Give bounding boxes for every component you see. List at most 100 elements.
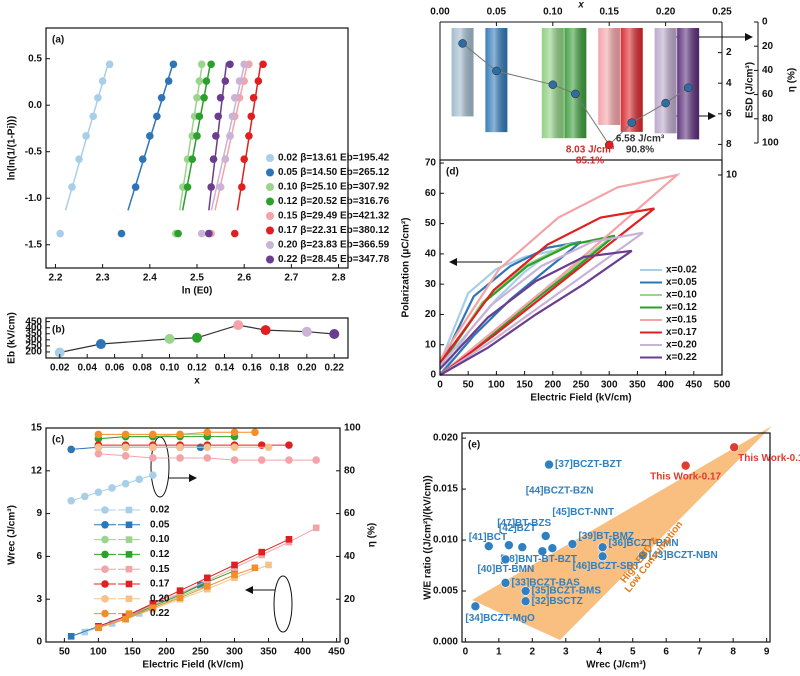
x-tick-label: 250: [573, 380, 590, 391]
point-label: [33]BCZT-BAS: [512, 578, 581, 589]
series-line: [439, 231, 644, 376]
annotation: 85.1%: [576, 156, 604, 167]
point-label: [47]BT-BZS: [497, 518, 551, 529]
esd-line: [462, 43, 689, 146]
point: [146, 132, 154, 140]
point: [231, 571, 238, 579]
point: [197, 60, 206, 69]
x-axis-label: x: [577, 0, 584, 11]
y-axis-label: Polarization (μC/cm²): [401, 217, 412, 317]
x-tick-label: 300: [601, 380, 618, 391]
legend-label: 0.17 β=22.31 Eb=380.12: [278, 225, 390, 236]
x-tick-label: 400: [657, 380, 674, 391]
x-tick-label: 0.22: [325, 363, 345, 374]
point: [221, 77, 230, 85]
panel-label: (e): [468, 440, 480, 451]
point: [56, 229, 64, 238]
legend-marker: [101, 550, 109, 559]
point: [138, 155, 147, 163]
point: [259, 60, 267, 69]
y-axis-label: W/E ratio ((J/cm²)/(kV/cm)): [423, 475, 434, 599]
x-tick-label: 450: [328, 647, 345, 658]
point: [680, 460, 691, 471]
point: [183, 183, 192, 191]
point: [329, 329, 340, 340]
x-tick-label: 0.25: [712, 7, 732, 18]
legend-label: 0.12: [150, 549, 170, 560]
y2-axis-label: η (%): [787, 68, 798, 92]
point: [202, 77, 211, 85]
x-tick-label: 100: [90, 647, 107, 658]
legend-marker: [125, 580, 133, 588]
point: [82, 132, 90, 140]
point-label: [41]BCT: [469, 532, 507, 543]
x-tick-label: 50: [59, 647, 71, 658]
legend-marker: [125, 506, 133, 514]
x-tick-label: 0.15: [599, 7, 619, 18]
legend-label: 0.22 β=28.45 Eb=347.78: [278, 254, 390, 265]
y-axis-label: ln(ln(1/(1-Pi))): [7, 116, 18, 180]
y2-tick-label: 20: [344, 594, 356, 605]
x-tick-label: 350: [260, 647, 277, 658]
point: [94, 430, 103, 439]
y-tick-label: 6: [36, 551, 42, 562]
point: [226, 132, 234, 140]
y2-tick-label: 40: [762, 65, 774, 76]
point: [249, 93, 258, 102]
point: [500, 578, 511, 588]
bar-shine: [598, 28, 621, 125]
point-label: [43]BCZT-NBN: [649, 550, 718, 561]
x-tick-label: 0.00: [430, 7, 450, 18]
legend-marker: [266, 255, 274, 264]
legend-marker: [101, 521, 109, 529]
y-tick-label: 350: [25, 328, 42, 339]
x-tick-label: 8: [730, 647, 736, 658]
point: [135, 475, 144, 484]
y-tick-label: 250: [25, 341, 42, 352]
legend-label: 0.02: [150, 505, 170, 516]
point: [683, 83, 693, 93]
point: [164, 77, 173, 85]
point: [121, 479, 130, 488]
point: [517, 542, 528, 552]
x-tick-label: 200: [544, 380, 561, 391]
point: [500, 554, 511, 565]
x-tick-label: 0.12: [187, 363, 207, 374]
point-label: [45]BCT-NNT: [552, 507, 614, 518]
point: [458, 39, 467, 48]
point-label: [46]BCZT-SBT: [573, 561, 640, 572]
x-tick-label: 450: [685, 380, 702, 391]
point: [149, 454, 157, 462]
series-line: [59, 324, 335, 354]
point: [149, 443, 157, 452]
point: [604, 140, 614, 150]
point: [230, 93, 239, 102]
x-tick-label: 0.02: [50, 363, 70, 374]
y2-tick-label: 4: [726, 78, 732, 89]
point: [192, 332, 202, 343]
y2-axis-label: η (%): [367, 523, 378, 547]
point: [117, 229, 126, 238]
legend-label: x=0.10: [666, 290, 697, 301]
point: [203, 574, 211, 582]
legend-label: 0.22: [150, 608, 170, 619]
point: [149, 430, 157, 439]
y-tick-label: 0.010: [433, 535, 458, 546]
x-tick-label: 200: [158, 647, 175, 658]
x-tick-label: 2.5: [190, 273, 204, 284]
y-tick-label: 10: [425, 339, 437, 350]
point: [122, 615, 129, 623]
x-tick-label: 0.10: [160, 363, 180, 374]
point: [520, 596, 531, 607]
point: [203, 583, 211, 590]
point-label: [37]BCZT-BZT: [555, 459, 622, 470]
point: [94, 488, 103, 497]
point: [153, 112, 161, 121]
point-label: [38]BNT-BT-BZT: [500, 554, 577, 565]
legend-label: 0.05: [150, 519, 170, 530]
bar-shine: [451, 28, 474, 117]
point: [94, 93, 102, 102]
legend-marker: [101, 609, 109, 618]
y-tick-label: 30: [425, 279, 437, 290]
x-tick-label: 0.18: [270, 363, 290, 374]
